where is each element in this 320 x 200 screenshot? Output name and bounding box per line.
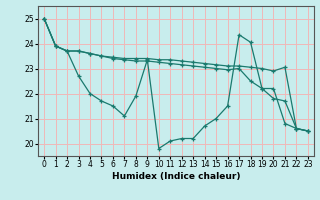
- X-axis label: Humidex (Indice chaleur): Humidex (Indice chaleur): [112, 172, 240, 181]
